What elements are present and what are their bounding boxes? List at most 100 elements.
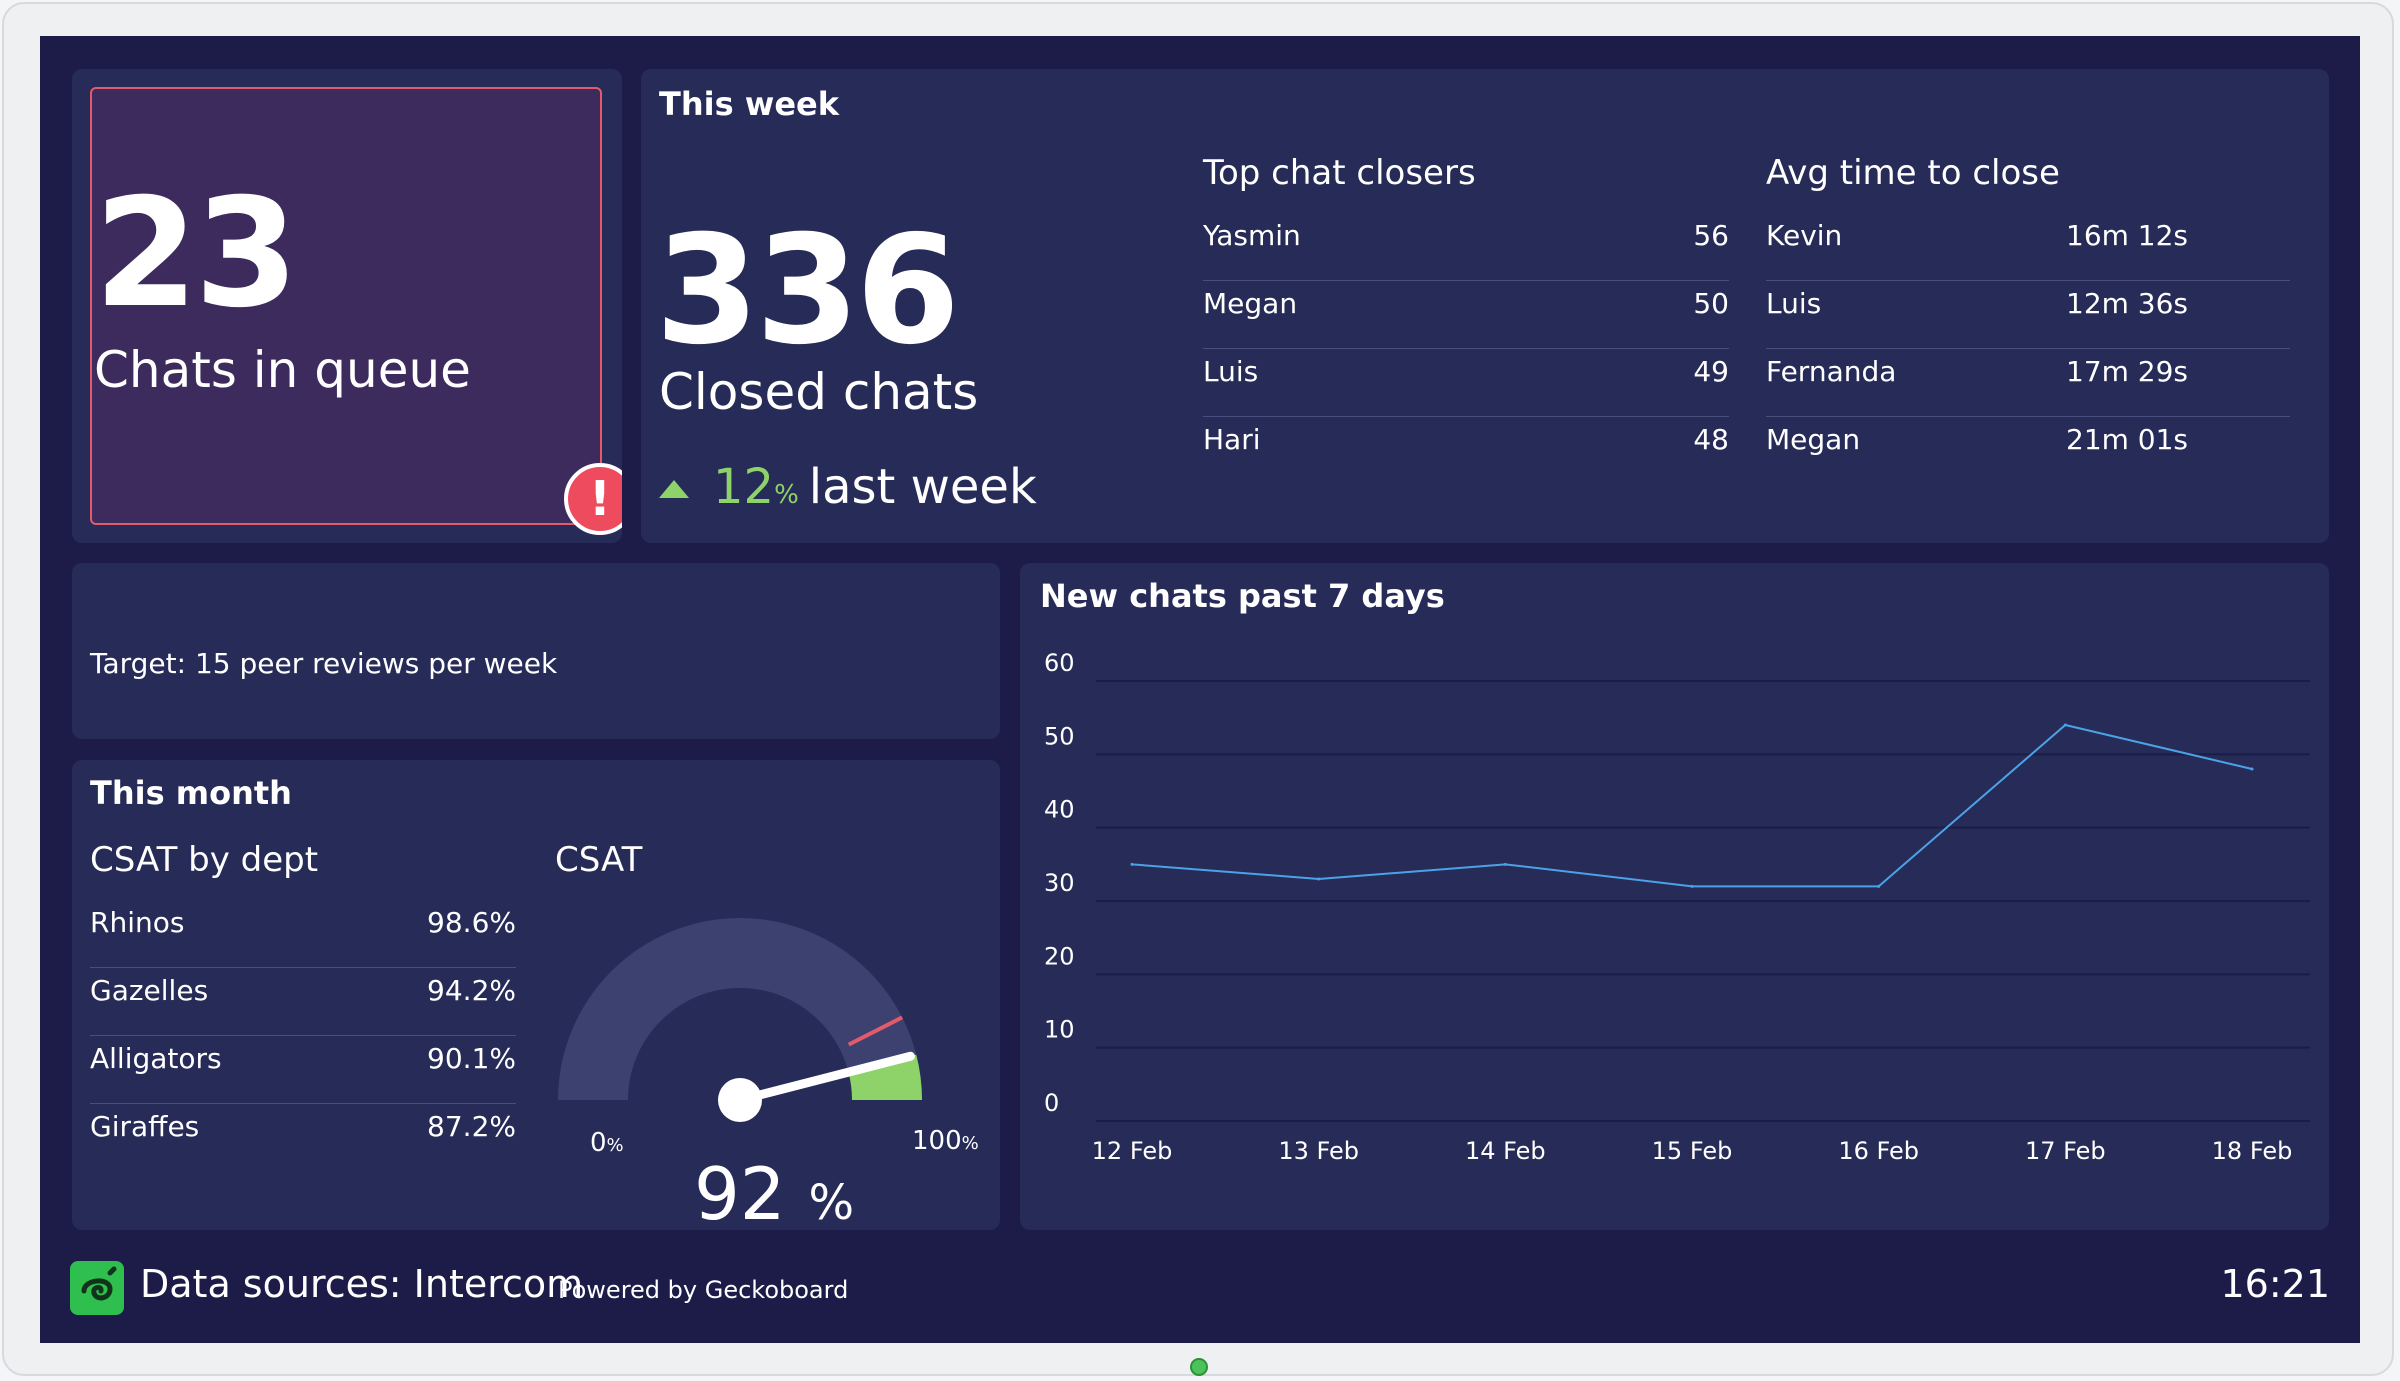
dept-name: Giraffes bbox=[90, 1110, 200, 1143]
clock: 16:21 bbox=[2220, 1262, 2330, 1306]
y-tick-label: 0 bbox=[1044, 1089, 1059, 1117]
data-point bbox=[2063, 723, 2067, 727]
y-tick-label: 50 bbox=[1044, 722, 1075, 750]
this-month-panel: This month CSAT by dept Rhinos 98.6% Gaze… bbox=[72, 760, 1000, 1230]
y-tick-label: 40 bbox=[1044, 796, 1075, 824]
line-chart: 0 10 20 30 40 50 60 12 Feb 13 Feb 14 Feb 15 Feb 16 … bbox=[1044, 649, 2310, 1165]
dept-csat-value: 98.6% bbox=[427, 906, 516, 939]
queue-label: Chats in queue bbox=[94, 341, 471, 399]
x-tick-label: 16 Feb bbox=[1838, 1137, 1919, 1165]
csat-title: CSAT bbox=[555, 840, 643, 880]
avg-close-value: 16m 12s bbox=[2066, 219, 2189, 252]
gauge-min-label: 0% bbox=[590, 1128, 624, 1158]
gauge-needle-hub bbox=[718, 1078, 762, 1122]
avg-close-list: Kevin 16m 12s Luis 12m 36s Fernanda 17m 29s… bbox=[1766, 213, 2290, 485]
list-item: Megan 50 bbox=[1203, 281, 1729, 349]
list-item: Megan 21m 01s bbox=[1766, 417, 2290, 485]
csat-dept-title: CSAT by dept bbox=[90, 840, 319, 880]
agent-name: Fernanda bbox=[1766, 355, 1897, 388]
list-item: Giraffes 87.2% bbox=[90, 1104, 516, 1172]
data-point bbox=[1503, 862, 1507, 866]
new-chats-chart-panel: New chats past 7 days 0 10 20 30 40 50 60 12 Fe… bbox=[1020, 563, 2329, 1230]
data-point bbox=[1317, 877, 1321, 881]
queue-value: 23 bbox=[94, 167, 299, 341]
csat-value: 92 % bbox=[694, 1152, 855, 1230]
agent-name: Kevin bbox=[1766, 219, 1843, 252]
list-item: Fernanda 17m 29s bbox=[1766, 349, 2290, 417]
avg-close-title: Avg time to close bbox=[1766, 153, 2060, 193]
csat-gauge bbox=[558, 918, 922, 1122]
avg-close-value: 21m 01s bbox=[2066, 423, 2189, 456]
dept-name: Gazelles bbox=[90, 974, 209, 1007]
data-point bbox=[1130, 862, 1134, 866]
trend-up-icon bbox=[659, 480, 689, 498]
queue-panel: 23 Chats in queue ! bbox=[72, 69, 622, 543]
avg-close-value: 12m 36s bbox=[2066, 287, 2189, 320]
x-tick-label: 12 Feb bbox=[1092, 1137, 1173, 1165]
list-item: Gazelles 94.2% bbox=[90, 968, 516, 1036]
closer-name: Hari bbox=[1203, 423, 1261, 456]
closer-value: 50 bbox=[1693, 287, 1729, 320]
trend-value: 12 bbox=[713, 459, 775, 515]
list-item: Luis 12m 36s bbox=[1766, 281, 2290, 349]
dept-name: Rhinos bbox=[90, 906, 185, 939]
list-item: Rhinos 98.6% bbox=[90, 900, 516, 968]
this-week-panel: This week 336 Closed chats 12 % last wee… bbox=[641, 69, 2329, 543]
trend-label: last week bbox=[808, 459, 1037, 515]
closed-chats-value: 336 bbox=[655, 204, 960, 378]
dashboard-screen: 23 Chats in queue ! This week 336 Closed… bbox=[40, 36, 2360, 1343]
week-title: This week bbox=[659, 85, 840, 123]
csat-dept-list: Rhinos 98.6% Gazelles 94.2% Alligators 90.1… bbox=[90, 900, 516, 1172]
trend-unit: % bbox=[774, 480, 799, 510]
alert-icon: ! bbox=[564, 463, 622, 535]
x-tick-label: 13 Feb bbox=[1278, 1137, 1359, 1165]
x-tick-label: 17 Feb bbox=[2025, 1137, 2106, 1165]
dept-csat-value: 90.1% bbox=[427, 1042, 516, 1075]
list-item: Hari 48 bbox=[1203, 417, 1729, 485]
agent-name: Luis bbox=[1766, 287, 1822, 320]
list-item: Alligators 90.1% bbox=[90, 1036, 516, 1104]
closer-name: Megan bbox=[1203, 287, 1298, 320]
dept-name: Alligators bbox=[90, 1042, 222, 1075]
dept-csat-value: 94.2% bbox=[427, 974, 516, 1007]
geckoboard-logo-icon bbox=[70, 1261, 124, 1315]
closer-value: 49 bbox=[1693, 355, 1729, 388]
power-indicator-icon bbox=[1190, 1358, 1208, 1376]
y-tick-label: 30 bbox=[1044, 869, 1075, 897]
chart-title: New chats past 7 days bbox=[1040, 577, 1445, 615]
list-item: Yasmin 56 bbox=[1203, 213, 1729, 281]
closer-name: Yasmin bbox=[1203, 219, 1301, 252]
avg-close-value: 17m 29s bbox=[2066, 355, 2189, 388]
closer-value: 48 bbox=[1693, 423, 1729, 456]
closers-list: Yasmin 56 Megan 50 Luis 49 Hari 48 bbox=[1203, 213, 1729, 485]
y-tick-label: 10 bbox=[1044, 1016, 1075, 1044]
month-title: This month bbox=[90, 774, 292, 812]
gauge-fill bbox=[848, 1054, 922, 1100]
trend-indicator: 12 % last week bbox=[659, 459, 1037, 519]
list-item: Luis 49 bbox=[1203, 349, 1729, 417]
agent-name: Megan bbox=[1766, 423, 1861, 456]
data-source-label: Data sources: Intercom bbox=[140, 1262, 584, 1306]
closer-name: Luis bbox=[1203, 355, 1259, 388]
data-point bbox=[1877, 884, 1881, 888]
data-point bbox=[2250, 767, 2254, 771]
x-tick-label: 15 Feb bbox=[1652, 1137, 1733, 1165]
closer-value: 56 bbox=[1693, 219, 1729, 252]
queue-alert-box: 23 Chats in queue bbox=[90, 87, 602, 525]
target-text: Target: 15 peer reviews per week bbox=[90, 647, 558, 680]
target-panel: Target: 15 peer reviews per week bbox=[72, 563, 1000, 739]
gauge-threshold-marker bbox=[847, 1015, 904, 1047]
series-line bbox=[1131, 723, 2253, 888]
data-point bbox=[1690, 884, 1694, 888]
closers-title: Top chat closers bbox=[1203, 153, 1476, 193]
gauge-max-label: 100% bbox=[912, 1126, 979, 1156]
list-item: Kevin 16m 12s bbox=[1766, 213, 2290, 281]
closed-chats-label: Closed chats bbox=[659, 363, 979, 421]
y-tick-label: 60 bbox=[1044, 649, 1075, 677]
x-tick-label: 14 Feb bbox=[1465, 1137, 1546, 1165]
powered-by-label: Powered by Geckoboard bbox=[558, 1276, 849, 1304]
y-tick-label: 20 bbox=[1044, 942, 1075, 970]
gauge-track bbox=[558, 918, 922, 1100]
x-tick-label: 18 Feb bbox=[2212, 1137, 2293, 1165]
gauge-needle bbox=[735, 1051, 915, 1105]
